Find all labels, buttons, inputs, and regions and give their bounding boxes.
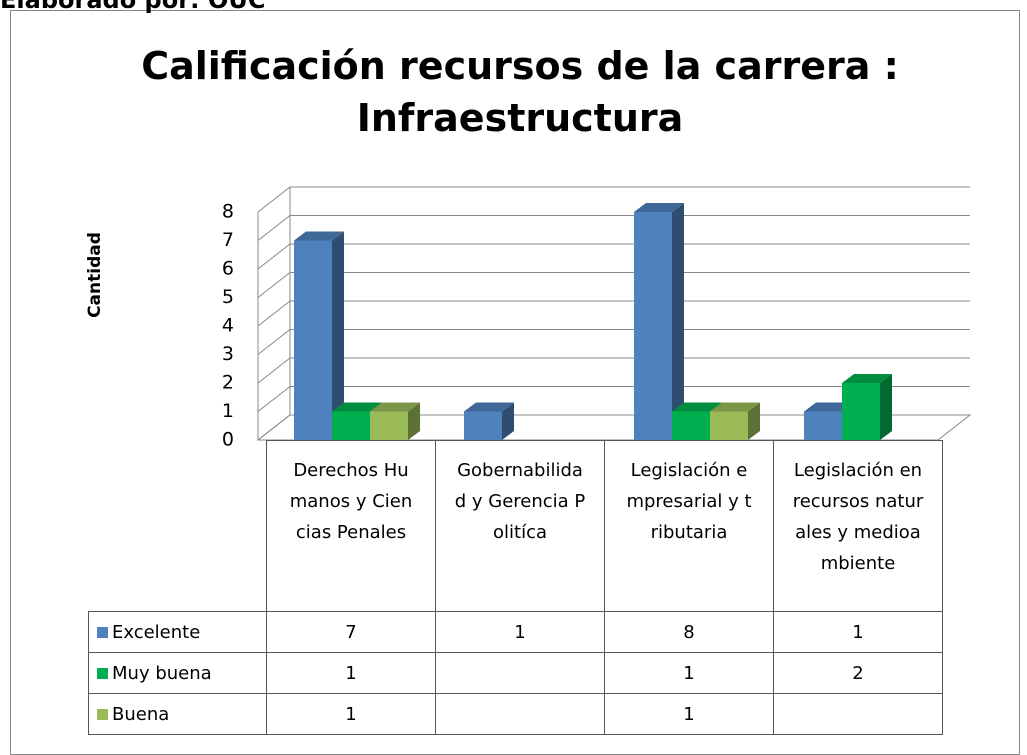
y-tick-label: 3 xyxy=(222,343,234,365)
bar-side xyxy=(672,203,684,440)
legend-label: Buena xyxy=(112,703,170,725)
bar-side xyxy=(748,402,760,440)
corner xyxy=(88,440,267,612)
table-value: 2 xyxy=(773,652,943,694)
bar-top xyxy=(804,402,854,412)
table-value: 1 xyxy=(604,652,774,694)
bar-top xyxy=(634,203,684,212)
grid-line xyxy=(257,215,970,241)
legend-entry: Buena xyxy=(88,693,267,735)
bar-side xyxy=(332,231,344,440)
grid-line xyxy=(257,386,970,412)
y-tick-label: 6 xyxy=(222,258,234,280)
grid-line xyxy=(257,357,970,384)
legend-entry: Excelente xyxy=(88,611,267,653)
table-value xyxy=(435,693,605,735)
legend-key xyxy=(97,667,108,679)
bar-top xyxy=(294,231,344,241)
table-value: 1 xyxy=(266,652,436,694)
category-label: Legislación empresarial y tributaria xyxy=(604,440,774,612)
table-value: 1 xyxy=(604,693,774,735)
y-tick-label: 2 xyxy=(222,372,234,394)
grid-line xyxy=(257,272,970,298)
bar xyxy=(332,411,370,440)
bar-top xyxy=(332,402,382,412)
bar-side xyxy=(880,374,892,440)
y-tick-label: 7 xyxy=(222,229,234,251)
bar xyxy=(370,411,408,440)
grid-line xyxy=(257,186,970,213)
bar-side xyxy=(502,402,514,440)
table-row: Muy buena 1 1 2 xyxy=(88,652,943,694)
y-tick-label: 4 xyxy=(222,315,234,337)
bar xyxy=(710,411,748,440)
y-axis-label: Cantidad xyxy=(85,232,105,318)
legend-label: Muy buena xyxy=(112,662,212,684)
chart-title: Calificación recursos de la carrera : In… xyxy=(141,44,899,140)
y-tick-label: 1 xyxy=(222,400,234,422)
data-table: Derechos Humanos y Ciencias Penales Gober… xyxy=(88,440,943,735)
grid-line xyxy=(257,243,970,270)
grid-line xyxy=(257,300,970,327)
table-header-row: Derechos Humanos y Ciencias Penales Gober… xyxy=(88,440,943,612)
bar-top xyxy=(464,402,514,412)
table-value: 1 xyxy=(435,611,605,653)
bar xyxy=(294,240,332,440)
grid-line xyxy=(257,329,970,355)
table-value: 8 xyxy=(604,611,774,653)
bar-top xyxy=(842,374,892,383)
table-value: 1 xyxy=(773,611,943,653)
source-note: Elaborado por: OUC xyxy=(0,0,266,14)
bar xyxy=(842,383,880,440)
y-tick-label: 5 xyxy=(222,286,234,308)
table-value: 1 xyxy=(266,693,436,735)
bar xyxy=(464,411,502,440)
category-label: Derechos Humanos y Ciencias Penales xyxy=(266,440,436,612)
table-row: Buena 1 1 xyxy=(88,693,943,735)
y-tick-label: 8 xyxy=(222,201,234,223)
bar-top xyxy=(370,402,420,412)
bar xyxy=(804,411,842,440)
table-row: Excelente 7 1 8 1 xyxy=(88,611,943,653)
table-value xyxy=(773,693,943,735)
category-label: Legislación en recursos naturales y medi… xyxy=(773,440,943,612)
table-value xyxy=(435,652,605,694)
table-value: 7 xyxy=(266,611,436,653)
bar xyxy=(634,212,672,440)
bar-top xyxy=(672,402,722,412)
legend-label: Excelente xyxy=(112,621,201,643)
bar xyxy=(672,411,710,440)
bar-side xyxy=(408,402,420,440)
category-label: Gobernabilidad y Gerencia Politíca xyxy=(435,440,605,612)
legend-key xyxy=(97,708,108,720)
legend-entry: Muy buena xyxy=(88,652,267,694)
bar-top xyxy=(710,402,760,412)
legend-key xyxy=(97,626,108,638)
